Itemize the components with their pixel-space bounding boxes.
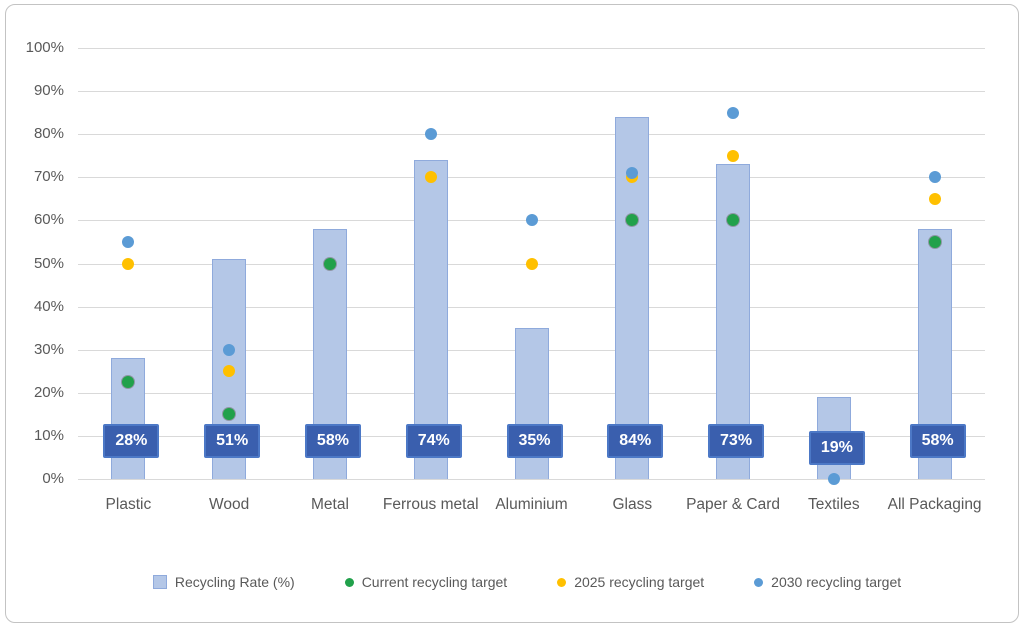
gridline bbox=[78, 91, 985, 93]
legend-label: 2025 recycling target bbox=[574, 574, 705, 590]
bar-value-label: 19% bbox=[808, 431, 865, 465]
legend-item-2025-target: 2025 recycling target bbox=[557, 574, 704, 590]
2030-target-dot bbox=[122, 235, 135, 248]
bar-value-label: 84% bbox=[607, 424, 664, 458]
current-target-dot bbox=[122, 376, 135, 389]
bar-value-label: 74% bbox=[405, 424, 462, 458]
gridline bbox=[78, 177, 985, 179]
2030-target-dot bbox=[223, 343, 236, 356]
y-axis-tick-label: 30% bbox=[33, 340, 64, 358]
category-label: Textiles bbox=[807, 496, 860, 513]
category-label: All Packaging bbox=[887, 496, 982, 513]
target-2030-legend-dot-icon bbox=[754, 577, 764, 587]
category-label: Metal bbox=[310, 496, 349, 513]
category-label: Ferrous metal bbox=[382, 496, 479, 513]
2025-target-dot bbox=[928, 192, 941, 205]
target-2025-legend-dot-icon bbox=[557, 577, 567, 587]
2025-target-dot bbox=[525, 257, 538, 270]
y-axis-tick-label: 70% bbox=[33, 168, 64, 186]
2030-target-dot bbox=[424, 128, 437, 141]
category-label: Aluminium bbox=[495, 496, 568, 513]
gridline bbox=[78, 479, 985, 480]
y-axis-tick-label: 40% bbox=[33, 297, 64, 315]
recycling-rate-bar bbox=[111, 358, 146, 479]
legend-item-current-target: Current recycling target bbox=[344, 574, 508, 590]
y-axis-tick-label: 100% bbox=[25, 39, 64, 56]
2030-target-dot bbox=[525, 214, 538, 227]
2025-target-dot bbox=[424, 171, 437, 184]
gridline bbox=[78, 48, 985, 49]
category-label: Plastic bbox=[105, 496, 152, 513]
bar-series-legend-marker-icon bbox=[152, 575, 167, 589]
category-label: Paper & Card bbox=[686, 496, 780, 513]
y-axis-tick-label: 90% bbox=[33, 82, 64, 100]
y-axis-tick-label: 50% bbox=[33, 254, 64, 272]
bar-value-label: 58% bbox=[304, 424, 361, 458]
bar-value-label: 51% bbox=[204, 424, 261, 458]
legend-label: Current recycling target bbox=[361, 574, 508, 590]
2030-target-dot bbox=[727, 106, 740, 119]
2030-target-dot bbox=[928, 171, 941, 184]
y-axis-tick-label: 10% bbox=[33, 426, 64, 444]
current-target-dot bbox=[223, 408, 236, 421]
bar-value-label: 58% bbox=[909, 424, 966, 458]
gridline bbox=[78, 306, 985, 308]
current-target-dot bbox=[928, 235, 941, 248]
2030-target-dot bbox=[626, 166, 639, 179]
y-axis-tick-label: 60% bbox=[33, 211, 64, 229]
chart-legend: Recycling Rate (%) Current recycling tar… bbox=[0, 574, 1024, 590]
y-axis-tick-label: 0% bbox=[42, 470, 64, 487]
2025-target-dot bbox=[122, 257, 135, 270]
legend-label: Recycling Rate (%) bbox=[174, 574, 295, 590]
current-target-dot bbox=[626, 214, 639, 227]
category-label: Glass bbox=[612, 496, 653, 513]
category-label: Wood bbox=[209, 496, 250, 513]
chart-frame bbox=[5, 4, 1019, 623]
current-target-legend-dot-icon bbox=[344, 577, 354, 587]
legend-label: 2030 recycling target bbox=[771, 574, 902, 590]
2025-target-dot bbox=[223, 365, 236, 378]
y-axis-tick-label: 20% bbox=[33, 383, 64, 401]
current-target-dot bbox=[323, 257, 336, 270]
gridline bbox=[78, 134, 985, 136]
current-target-dot bbox=[727, 214, 740, 227]
bar-value-label: 28% bbox=[103, 424, 160, 458]
bar-value-label: 73% bbox=[708, 424, 765, 458]
legend-item-recycling-rate: Recycling Rate (%) bbox=[152, 574, 295, 590]
legend-item-2030-target: 2030 recycling target bbox=[754, 574, 901, 590]
bar-value-label: 35% bbox=[506, 424, 563, 458]
2030-target-dot bbox=[827, 473, 840, 485]
2025-target-dot bbox=[727, 149, 740, 162]
y-axis-tick-label: 80% bbox=[33, 125, 64, 143]
